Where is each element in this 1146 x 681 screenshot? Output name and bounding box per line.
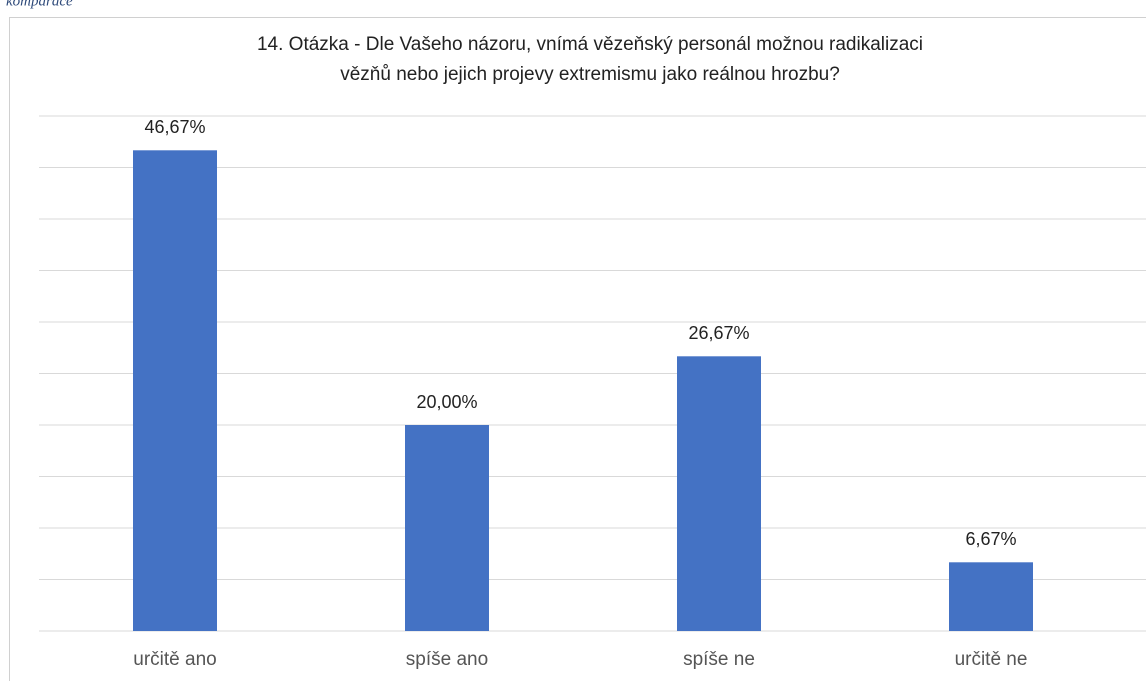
bar [677,356,761,631]
chart-title: vězňů nebo jejich projevy extremismu jak… [340,64,840,85]
x-tick-label: určitě ne [955,649,1028,670]
x-tick-label: spíše ano [406,649,488,670]
data-label: 6,67% [965,529,1016,549]
x-tick-label: spíše ne [683,649,755,670]
data-label: 26,67% [688,323,749,343]
data-label: 20,00% [416,392,477,412]
bar [949,562,1033,631]
chart-frame [9,17,1146,681]
data-label: 46,67% [144,117,205,137]
bar [405,425,489,631]
x-tick-label: určitě ano [133,649,216,670]
bar [133,150,217,631]
caption: komparace [6,0,73,9]
chart-title: 14. Otázka - Dle Vašeho názoru, vnímá vě… [257,34,923,55]
